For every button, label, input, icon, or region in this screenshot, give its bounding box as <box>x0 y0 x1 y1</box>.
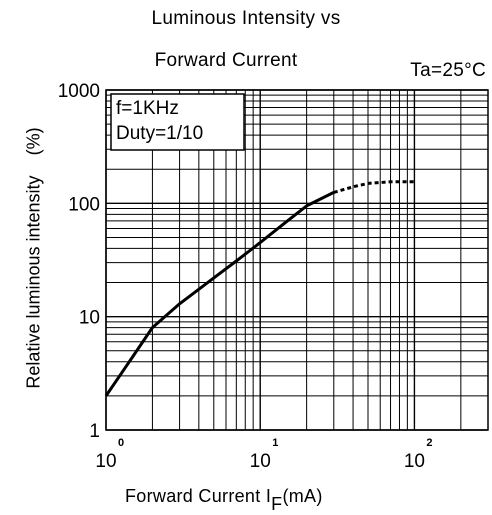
plot-frame <box>105 89 489 431</box>
legend-text: f=1KHz <box>116 98 179 119</box>
y-tick-label: 1000 <box>58 81 100 102</box>
chart-subtitle: Forward Current <box>154 50 298 71</box>
x-tick-label: 10 <box>404 451 425 472</box>
x-tick-exponent: 0 <box>118 437 124 449</box>
y-tick-label: 100 <box>68 194 100 215</box>
x-tick-exponent: 2 <box>426 437 432 449</box>
x-axis-unit: (mA) <box>282 486 323 506</box>
y-tick-label: 10 <box>79 308 100 329</box>
x-tick-exponent: 1 <box>272 437 278 449</box>
legend-text: Duty=1/10 <box>116 123 203 144</box>
temperature-condition: Ta=25°C <box>410 60 486 81</box>
y-tick-label: 1 <box>89 421 100 442</box>
x-axis-label-subscript: F <box>271 494 283 514</box>
x-tick-label: 10 <box>95 451 116 472</box>
curve-measured <box>104 191 335 397</box>
x-axis-label-text: Forward Current I <box>125 486 272 506</box>
curve-extrapolated <box>333 180 415 194</box>
chart-title: Luminous Intensity vs <box>151 8 341 29</box>
x-axis-label: Forward Current IF(mA) <box>125 486 323 514</box>
legend-box <box>110 93 245 151</box>
x-tick-label: 10 <box>250 451 271 472</box>
